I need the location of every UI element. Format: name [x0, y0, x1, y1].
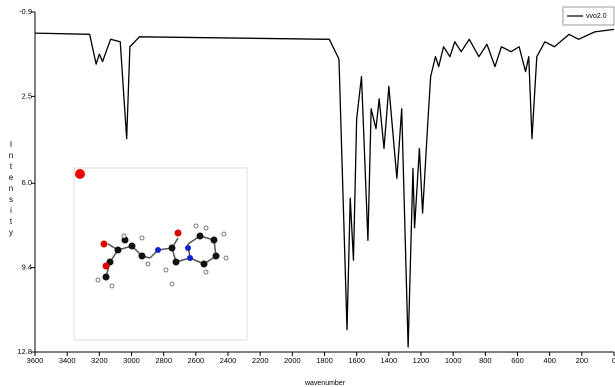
x-tick-label: 1800: [316, 356, 333, 365]
x-tick-label: 600: [511, 356, 524, 365]
legend-label: vvo2.0: [586, 13, 607, 20]
x-tick-label: 400: [543, 356, 556, 365]
chart: Intensity wavenumber: [0, 0, 615, 387]
x-tick-label: 3200: [91, 356, 108, 365]
x-tick-label: 200: [576, 356, 589, 365]
x-tick-label: 2400: [220, 356, 237, 365]
x-tick-label: 3000: [123, 356, 140, 365]
x-tick-label: 3600: [27, 356, 44, 365]
x-tick-label: 2000: [284, 356, 301, 365]
molecule-inset: [74, 168, 247, 340]
x-tick-label: 1600: [348, 356, 365, 365]
y-tick-label: 6.0: [22, 178, 32, 187]
y-tick-label: 2.5: [22, 91, 32, 100]
x-tick-label: 3400: [59, 356, 76, 365]
x-tick-label: 2800: [155, 356, 172, 365]
legend: vvo2.0: [563, 7, 614, 25]
x-axis-label: wavenumber: [304, 380, 346, 387]
y-tick-label: 12.8: [17, 347, 32, 356]
y-tick-label: 9.4: [22, 263, 32, 272]
x-tick-label: 1400: [380, 356, 397, 365]
x-tick-label: 1200: [413, 356, 430, 365]
x-tick-label: 800: [479, 356, 492, 365]
x-tick-label: 2200: [252, 356, 269, 365]
x-tick-label: 2600: [187, 356, 204, 365]
x-tick-label: 1000: [445, 356, 462, 365]
y-tick-label: -0.9: [19, 7, 32, 16]
